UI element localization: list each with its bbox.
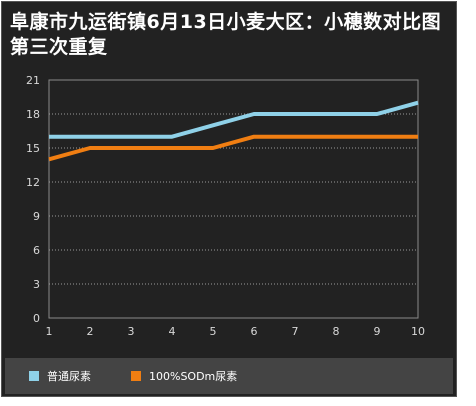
legend-item-normal-urea: 普通尿素 xyxy=(29,369,91,383)
y-tick-label: 15 xyxy=(26,142,40,155)
legend: 普通尿素 100%SODm尿素 xyxy=(5,358,453,394)
series-line xyxy=(48,134,418,162)
x-tick-label: 5 xyxy=(210,325,217,338)
chart-title: 阜康市九运街镇6月13日小麦大区：小穗数对比图第三次重复 xyxy=(10,11,442,58)
x-tick-label: 6 xyxy=(251,325,258,338)
y-tick-label: 9 xyxy=(33,210,40,223)
x-tick-label: 8 xyxy=(333,325,340,338)
y-tick-label: 6 xyxy=(33,244,40,257)
legend-item-sodm-urea: 100%SODm尿素 xyxy=(131,369,237,383)
legend-label: 普通尿素 xyxy=(47,370,91,383)
y-tick-label: 0 xyxy=(33,312,40,325)
y-tick-label: 21 xyxy=(26,74,40,87)
plot-border xyxy=(48,79,419,319)
y-tick-label: 18 xyxy=(26,108,40,121)
x-tick-label: 7 xyxy=(292,325,299,338)
chart-frame: 阜康市九运街镇6月13日小麦大区：小穗数对比图第三次重复 0 3 6 9 12 15 18 2… xyxy=(1,1,457,397)
y-tick-label: 12 xyxy=(26,176,40,189)
x-tick-label: 3 xyxy=(128,325,135,338)
x-tick-label: 1 xyxy=(46,325,53,338)
y-tick-label: 3 xyxy=(33,278,40,291)
legend-swatch xyxy=(29,371,39,381)
series-line xyxy=(49,100,419,139)
legend-label: 100%SODm尿素 xyxy=(149,370,238,383)
x-tick-label: 10 xyxy=(411,325,425,338)
x-tick-label: 4 xyxy=(169,325,176,338)
x-tick-label: 9 xyxy=(374,325,381,338)
legend-swatch xyxy=(131,371,141,381)
x-tick-label: 2 xyxy=(87,325,94,338)
